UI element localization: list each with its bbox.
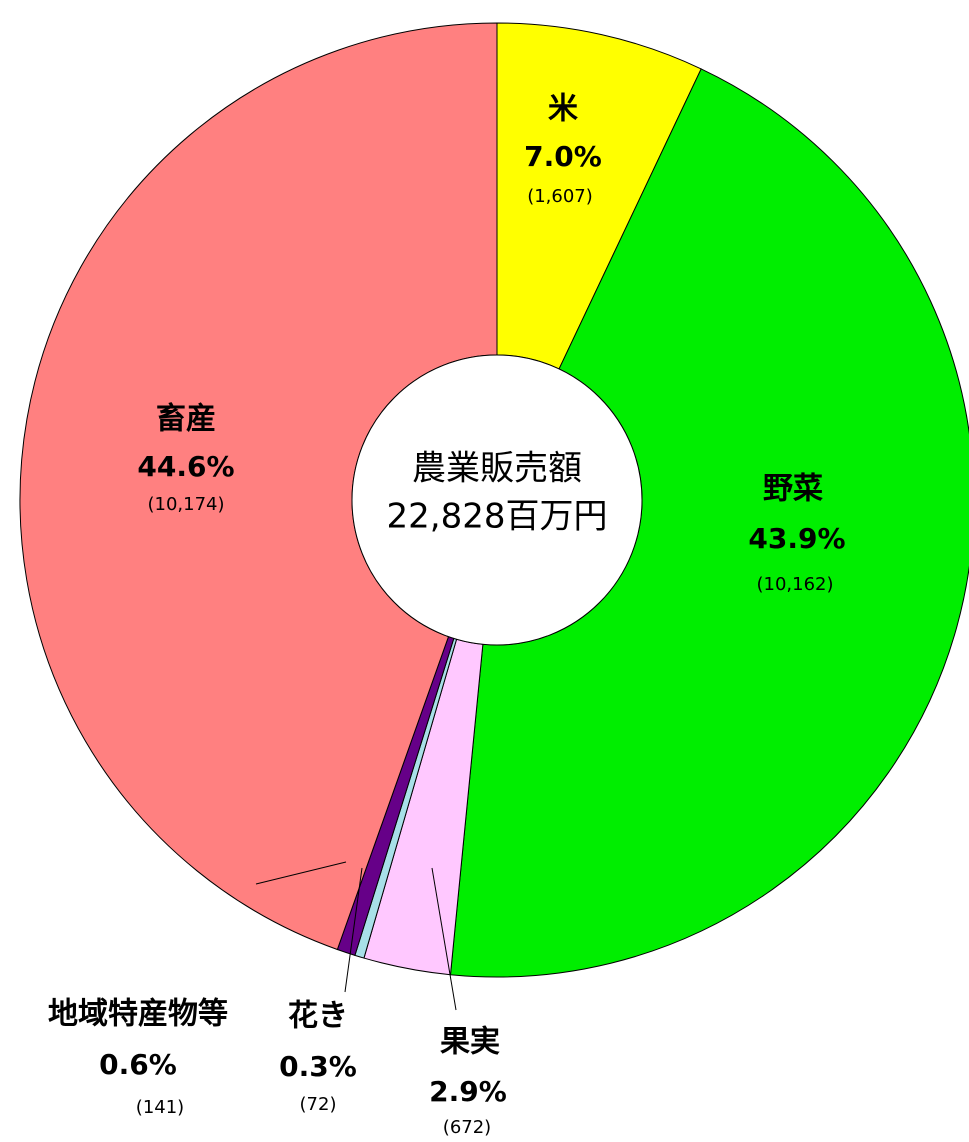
donut-hole [351,354,643,646]
share-label: 0.3% [279,1050,357,1083]
value-label: (10,162) [756,574,833,595]
value-label: (672) [443,1117,491,1138]
wedges [19,22,969,978]
value-label: (72) [300,1094,337,1115]
value-label: (141) [136,1097,184,1118]
share-label: 44.6% [137,450,234,483]
category-label: 畜産 [156,402,216,437]
share-label: 43.9% [748,522,845,555]
category-label: 地域特産物等 [48,997,228,1032]
category-label: 米 [548,92,578,127]
leader-line [431,867,457,1011]
share-label: 2.9% [429,1075,507,1108]
share-label: 0.6% [99,1048,177,1081]
category-label: 果実 [440,1025,500,1060]
leader-line [344,867,363,993]
value-label: (1,607) [527,186,593,207]
category-label: 野菜 [763,472,823,507]
center-title: 農業販売額 [412,449,582,489]
value-label: (10,174) [147,494,224,515]
leader-line [255,861,347,885]
share-label: 7.0% [524,140,602,173]
center-total: 22,828百万円 [387,497,608,537]
category-label: 花き [288,999,348,1034]
